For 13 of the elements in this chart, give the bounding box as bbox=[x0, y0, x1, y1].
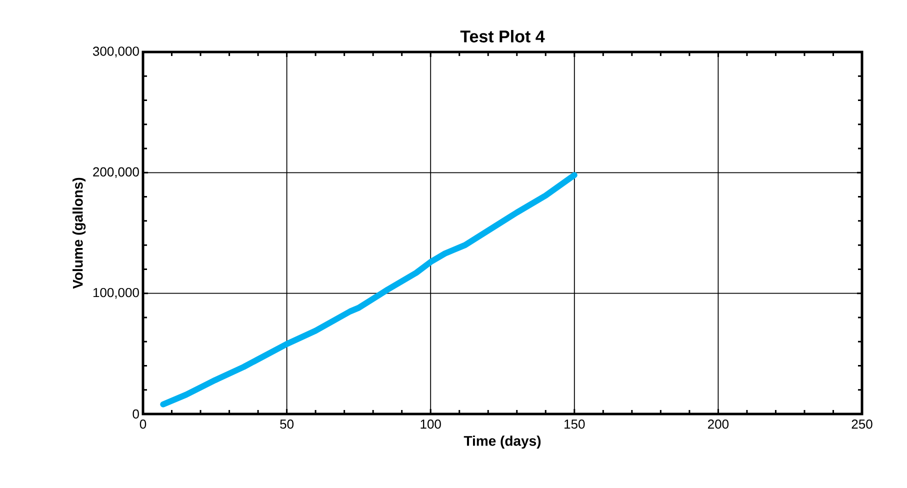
y-axis-title: Volume (gallons) bbox=[72, 178, 86, 289]
x-tick-label: 100 bbox=[420, 420, 441, 429]
x-tick-label: 200 bbox=[708, 420, 729, 429]
y-tick-label: 300,000 bbox=[92, 46, 139, 58]
x-tick-label: 250 bbox=[852, 420, 872, 429]
x-tick-label: 50 bbox=[280, 420, 294, 429]
x-tick-label: 150 bbox=[564, 420, 585, 429]
y-tick-label: 0 bbox=[132, 409, 139, 419]
chart-title: Test Plot 4 bbox=[460, 30, 545, 42]
y-tick-label: 100,000 bbox=[93, 288, 139, 299]
x-axis-title: Time (days) bbox=[464, 436, 541, 449]
y-tick-label: 200,000 bbox=[93, 167, 139, 178]
x-tick-label: 0 bbox=[140, 420, 146, 429]
